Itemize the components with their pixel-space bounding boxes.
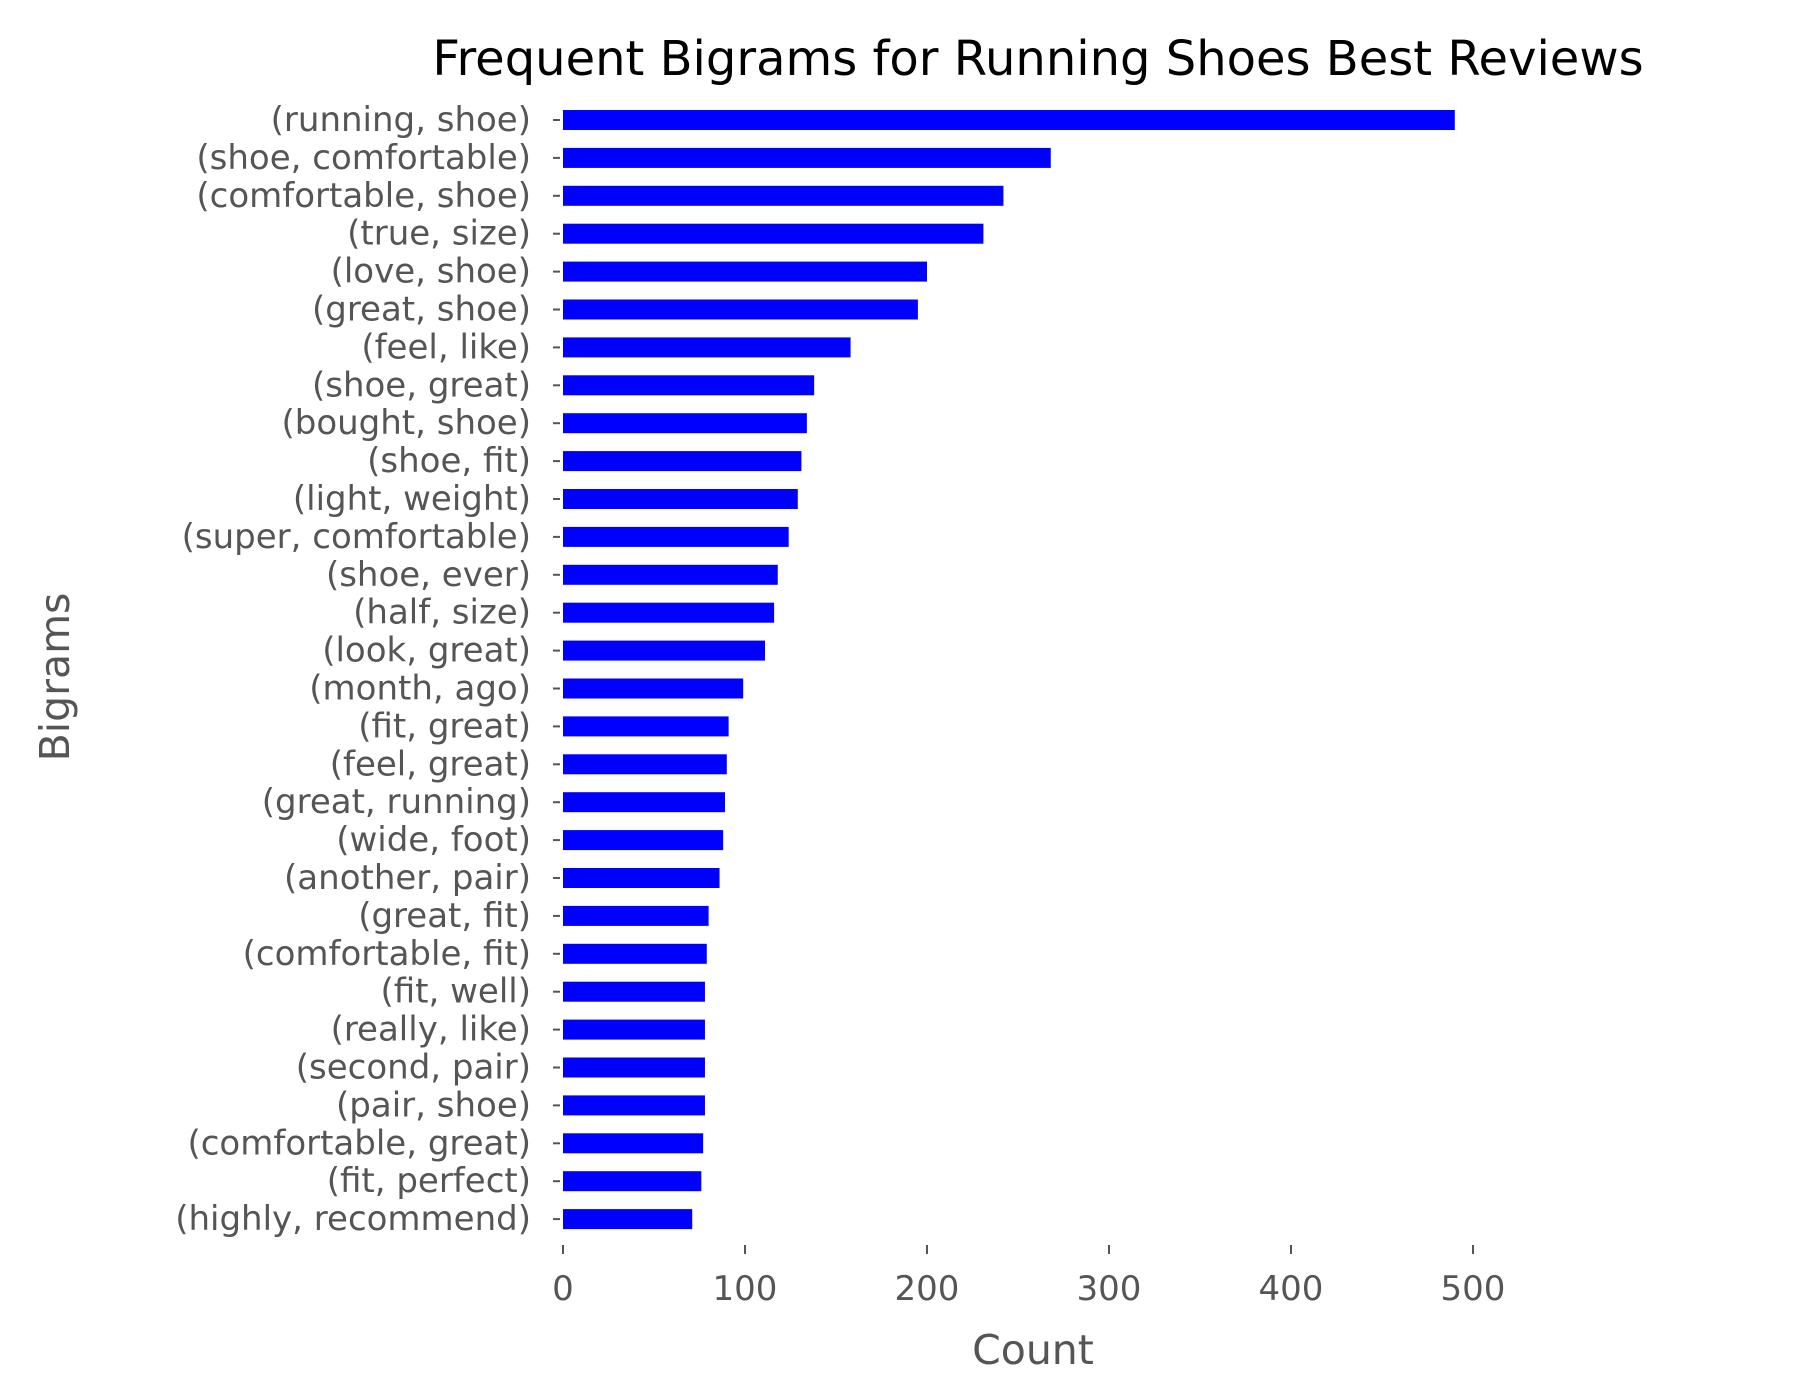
bar <box>563 905 709 926</box>
y-tick-label: (comfortable, shoe) <box>196 176 531 216</box>
bar <box>563 830 724 851</box>
y-tick-label: (fit, perfect) <box>327 1161 531 1201</box>
bars <box>563 110 1455 1230</box>
bar <box>563 337 851 358</box>
x-tick-label: 0 <box>552 1269 574 1309</box>
y-tick-label: (shoe, ever) <box>326 555 531 595</box>
y-tick-label: (shoe, great) <box>312 365 531 405</box>
y-tick-label: (pair, shoe) <box>336 1085 531 1125</box>
y-tick-label: (second, pair) <box>296 1048 531 1088</box>
bar <box>563 868 720 888</box>
y-tick-label: (really, like) <box>331 1010 531 1050</box>
bar <box>563 413 807 434</box>
y-tick-label: (light, weight) <box>293 479 531 519</box>
bar <box>563 1209 693 1230</box>
bar <box>563 564 778 585</box>
x-tick-label: 400 <box>1259 1269 1324 1309</box>
y-tick-label: (true, size) <box>347 214 531 254</box>
y-tick-label: (comfortable, fit) <box>243 934 531 974</box>
chart-title: Frequent Bigrams for Running Shoes Best … <box>432 31 1643 87</box>
y-tick-label: (feel, like) <box>361 327 531 367</box>
y-tick-label: (another, pair) <box>284 858 531 898</box>
y-tick-label: (fit, great) <box>358 706 531 746</box>
y-tick-label: (month, ago) <box>309 669 531 709</box>
y-tick-label: (great, fit) <box>358 896 531 936</box>
bar <box>563 451 802 472</box>
y-tick-label: (super, comfortable) <box>182 517 531 557</box>
bar <box>563 147 1051 168</box>
y-tick-label: (bought, shoe) <box>281 403 531 443</box>
y-tick-label: (great, running) <box>262 782 531 822</box>
y-tick-label: (fit, well) <box>380 972 531 1012</box>
bar <box>563 375 815 396</box>
bar <box>563 1171 702 1192</box>
x-axis-label: Count <box>972 1326 1094 1374</box>
bar <box>563 1095 705 1116</box>
y-tick-label: (love, shoe) <box>331 252 531 292</box>
x-axis-ticks: 0 100 200 300 400 500 <box>552 1245 1505 1309</box>
bar <box>563 1057 705 1078</box>
y-tick-label: (half, size) <box>353 593 531 633</box>
y-tick-label: (shoe, comfortable) <box>196 138 531 178</box>
x-tick-label: 500 <box>1441 1269 1506 1309</box>
y-axis-label: Bigrams <box>31 593 79 762</box>
x-tick-label: 100 <box>713 1269 778 1309</box>
x-tick-label: 300 <box>1077 1269 1142 1309</box>
y-tick-label: (shoe, fit) <box>367 441 531 481</box>
x-tick-label: 200 <box>895 1269 960 1309</box>
bar <box>563 299 918 320</box>
y-axis-ticks: (running, shoe)(shoe, comfortable)(comfo… <box>175 100 560 1239</box>
bar <box>563 526 789 547</box>
y-tick-label: (look, great) <box>322 631 531 671</box>
bar <box>563 602 775 623</box>
bar <box>563 110 1455 130</box>
bar <box>563 981 705 1002</box>
y-tick-label: (comfortable, great) <box>187 1123 531 1163</box>
bar <box>563 261 927 282</box>
y-tick-label: (wide, foot) <box>336 820 531 860</box>
bar <box>563 489 798 509</box>
bar <box>563 792 725 813</box>
y-tick-label: (great, shoe) <box>312 290 531 330</box>
bar <box>563 943 707 964</box>
bar <box>563 716 729 737</box>
bar <box>563 678 744 699</box>
bar <box>563 223 984 244</box>
bar <box>563 185 1004 206</box>
y-tick-label: (running, shoe) <box>271 100 531 140</box>
bar <box>563 754 727 775</box>
y-tick-label: (highly, recommend) <box>175 1199 531 1239</box>
bar <box>563 1019 705 1040</box>
y-tick-label: (feel, great) <box>330 744 531 784</box>
bar <box>563 1133 704 1154</box>
bar <box>563 640 766 661</box>
